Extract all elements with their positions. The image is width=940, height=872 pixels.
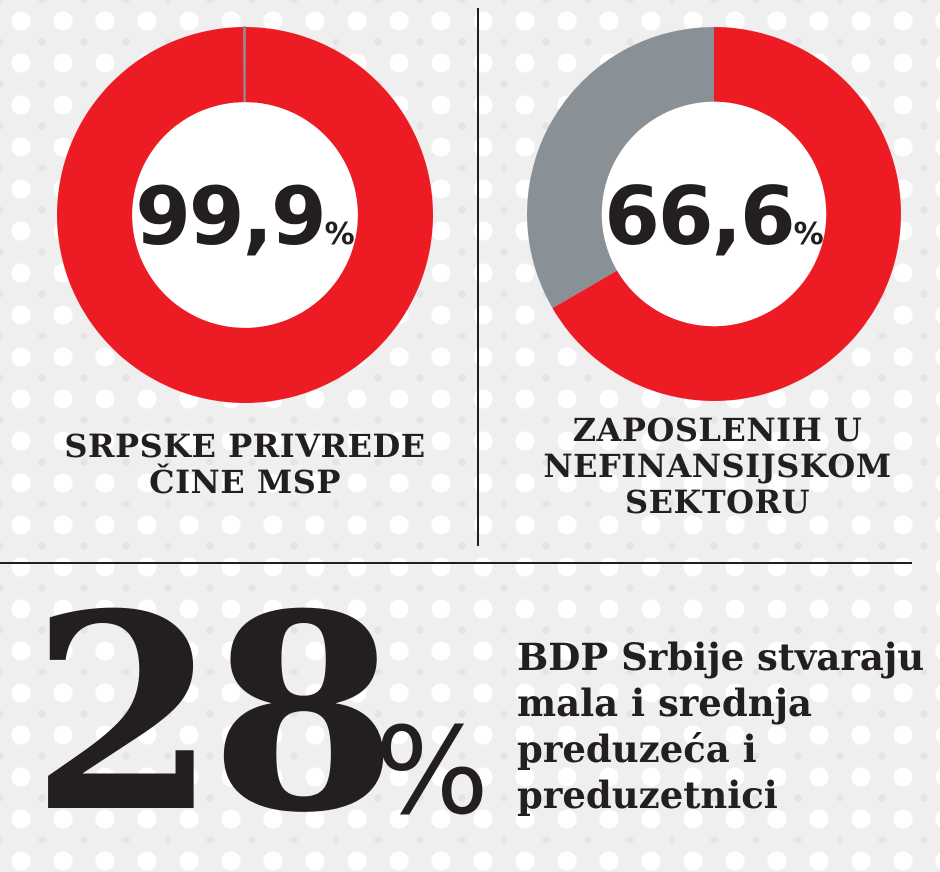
description-line: preduzeća i (517, 727, 757, 771)
caption-line: SRPSKE PRIVREDE (64, 427, 426, 465)
caption-line: ZAPOSLENIH U (572, 411, 863, 449)
donut-hole (601, 101, 827, 327)
donut-hole (132, 102, 358, 328)
donut-center-label-msp: 99,9% (55, 170, 435, 263)
percent-sign: % (793, 217, 824, 252)
donut-chart-employment (527, 27, 901, 401)
donut-slice-1 (552, 27, 901, 401)
donut-slice-2 (243, 26, 246, 103)
percent-sign: % (324, 217, 355, 252)
donut-center-label-employment: 66,6% (525, 170, 903, 263)
gdp-stat-value: 28 (30, 554, 398, 872)
center-value: 66,6 (604, 170, 795, 263)
vertical-divider (477, 8, 479, 546)
donut-caption-employment: ZAPOSLENIH U NEFINANSIJSKOM SEKTORU (495, 412, 940, 520)
caption-line: NEFINANSIJSKOM (543, 447, 892, 485)
gdp-stat-percent-sign: % (375, 703, 490, 842)
caption-line: ČINE MSP (149, 463, 341, 501)
caption-line: SEKTORU (625, 483, 810, 521)
gdp-stat-description: BDP Srbije stvaraju mala i srednja predu… (517, 634, 937, 818)
description-line: BDP Srbije stvaraju (517, 635, 925, 679)
donut-slice-1 (57, 27, 434, 403)
description-line: preduzetnici (517, 773, 778, 817)
donut-chart-msp (57, 26, 434, 403)
horizontal-divider (0, 562, 912, 564)
donut-slice-2 (527, 27, 714, 309)
description-line: mala i srednja (517, 681, 812, 725)
donut-caption-msp: SRPSKE PRIVREDE ČINE MSP (30, 428, 460, 500)
center-value: 99,9 (135, 170, 326, 263)
